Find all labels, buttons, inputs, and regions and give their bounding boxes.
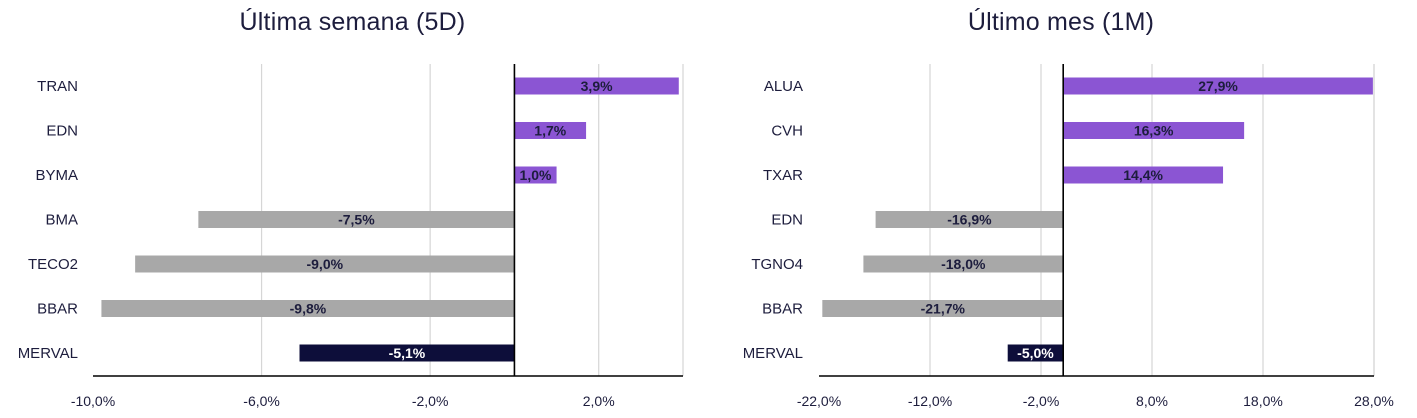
bar-edn: [875, 211, 1064, 228]
chart-title: Último mes (1M): [967, 8, 1155, 36]
data-label: -5,0%: [1017, 345, 1054, 361]
data-label: 3,9%: [581, 78, 613, 94]
data-label: -16,9%: [947, 212, 992, 228]
category-label: CVH: [771, 123, 803, 140]
x-tick-label: -12,0%: [908, 393, 952, 409]
x-tick-label: 2,0%: [583, 393, 615, 409]
category-label: EDN: [771, 212, 803, 229]
bar-teco2: [135, 255, 515, 273]
bar-tran: [514, 77, 679, 95]
chart-panel-weekly: Última semana (5D) 3,9% TRAN 1,7% EDN 1,0% BY…: [0, 0, 705, 418]
category-label: BYMA: [35, 167, 78, 184]
category-label: TRAN: [37, 78, 78, 95]
bar-tgno4: [863, 255, 1064, 273]
bar-bbar: [101, 300, 515, 317]
bar-edn: [514, 122, 587, 139]
data-label: -9,8%: [290, 301, 327, 317]
bar-byma: [514, 166, 557, 184]
category-label: BBAR: [762, 301, 803, 318]
data-label: -5,1%: [389, 345, 426, 361]
category-label: MERVAL: [18, 345, 78, 362]
x-tick-label: -6,0%: [243, 393, 280, 409]
data-label: -21,7%: [921, 301, 966, 317]
data-label: -9,0%: [306, 256, 343, 272]
bar-merval: [1007, 344, 1064, 362]
category-label: BMA: [45, 212, 78, 229]
category-label: TXAR: [763, 167, 803, 184]
category-label: EDN: [46, 123, 78, 140]
x-tick-label: 8,0%: [1136, 393, 1168, 409]
data-label: -18,0%: [941, 256, 986, 272]
x-tick-label: 28,0%: [1354, 393, 1394, 409]
data-label: 14,4%: [1123, 167, 1163, 183]
category-label: TECO2: [28, 256, 78, 273]
bar-alua: [1063, 77, 1373, 95]
bar-cvh: [1063, 122, 1245, 139]
data-label: 27,9%: [1198, 78, 1238, 94]
bar-chart-monthly: 27,9% ALUA 16,3% CVH 14,4% TXAR -16,9% EDN -18,0…: [743, 64, 1394, 409]
bar-bma: [198, 211, 515, 228]
data-label: 1,0%: [520, 167, 552, 183]
x-tick-label: 18,0%: [1243, 393, 1283, 409]
category-label: TGNO4: [751, 256, 803, 273]
category-label: MERVAL: [743, 345, 803, 362]
bar-merval: [299, 344, 515, 362]
bar-chart-weekly: 3,9% TRAN 1,7% EDN 1,0% BYMA -7,5% BMA -9,0% TECO…: [18, 64, 684, 409]
chart-panel-monthly: Último mes (1M) 27,9% ALUA 16,3% CVH 14,4% TX…: [705, 0, 1417, 418]
data-label: 1,7%: [534, 123, 566, 139]
data-label: -7,5%: [338, 212, 375, 228]
x-tick-label: -2,0%: [1023, 393, 1060, 409]
category-label: BBAR: [37, 301, 78, 318]
chart-title: Última semana (5D): [239, 8, 466, 36]
bar-txar: [1063, 166, 1224, 184]
category-label: ALUA: [764, 78, 803, 95]
bar-bbar: [822, 300, 1064, 317]
data-label: 16,3%: [1134, 123, 1174, 139]
x-tick-label: -2,0%: [412, 393, 449, 409]
x-tick-label: -22,0%: [797, 393, 841, 409]
x-tick-label: -10,0%: [71, 393, 115, 409]
